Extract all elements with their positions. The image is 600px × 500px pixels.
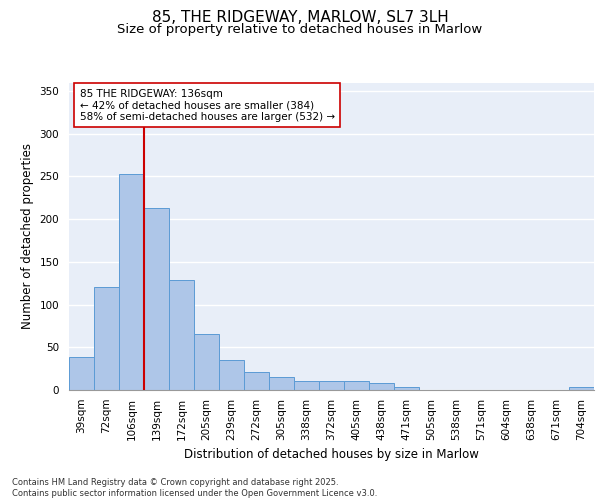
Bar bbox=[69, 356, 94, 390]
Bar bbox=[169, 280, 194, 390]
Bar bbox=[119, 174, 144, 390]
Bar bbox=[194, 334, 219, 390]
Bar bbox=[244, 372, 269, 390]
Bar bbox=[144, 208, 169, 390]
Y-axis label: Number of detached properties: Number of detached properties bbox=[21, 143, 34, 329]
Text: Size of property relative to detached houses in Marlow: Size of property relative to detached ho… bbox=[118, 22, 482, 36]
Bar bbox=[269, 377, 294, 390]
Bar bbox=[569, 388, 594, 390]
Text: 85, THE RIDGEWAY, MARLOW, SL7 3LH: 85, THE RIDGEWAY, MARLOW, SL7 3LH bbox=[152, 10, 448, 25]
Text: Contains HM Land Registry data © Crown copyright and database right 2025.
Contai: Contains HM Land Registry data © Crown c… bbox=[12, 478, 377, 498]
Bar bbox=[294, 382, 319, 390]
Bar bbox=[394, 388, 419, 390]
Text: 85 THE RIDGEWAY: 136sqm
← 42% of detached houses are smaller (384)
58% of semi-d: 85 THE RIDGEWAY: 136sqm ← 42% of detache… bbox=[79, 88, 335, 122]
Bar bbox=[344, 382, 369, 390]
Bar bbox=[94, 286, 119, 390]
X-axis label: Distribution of detached houses by size in Marlow: Distribution of detached houses by size … bbox=[184, 448, 479, 461]
Bar bbox=[219, 360, 244, 390]
Bar bbox=[319, 382, 344, 390]
Bar bbox=[369, 383, 394, 390]
